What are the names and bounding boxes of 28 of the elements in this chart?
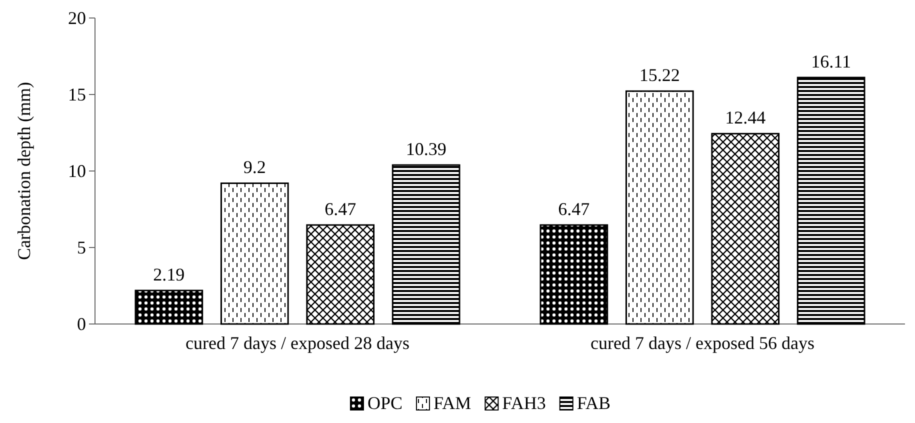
bar [711, 132, 780, 325]
y-tick-label: 0 [77, 314, 86, 334]
y-tick-label: 20 [68, 8, 86, 28]
legend-label: FAB [576, 393, 611, 413]
bar [306, 224, 375, 325]
data-label: 15.22 [639, 65, 680, 86]
y-tick-label: 5 [77, 237, 86, 258]
bar [796, 76, 866, 325]
bar [540, 224, 608, 325]
legend-label: FAH3 [502, 393, 546, 413]
data-label: 12.44 [725, 108, 766, 128]
bar [625, 90, 694, 325]
data-label: 2.19 [153, 264, 185, 284]
x-tick-label: cured 7 days / exposed 28 days [186, 332, 410, 353]
data-label: 10.39 [406, 139, 446, 160]
data-label: 6.47 [558, 199, 590, 220]
data-label: 9.2 [243, 157, 266, 178]
bar [134, 290, 204, 325]
y-tick-label: 10 [68, 160, 86, 181]
bar [220, 182, 289, 325]
data-label: 16.11 [811, 52, 851, 72]
x-tick-label: cured 7 days / exposed 56 days [590, 332, 814, 353]
data-label: 6.47 [324, 199, 356, 220]
bar [392, 164, 460, 325]
legend-label: FAM [433, 393, 472, 413]
y-tick-label: 15 [68, 84, 86, 104]
y-axis-title: Carbonation depth (mm) [14, 82, 34, 260]
legend-label: OPC [367, 393, 402, 413]
